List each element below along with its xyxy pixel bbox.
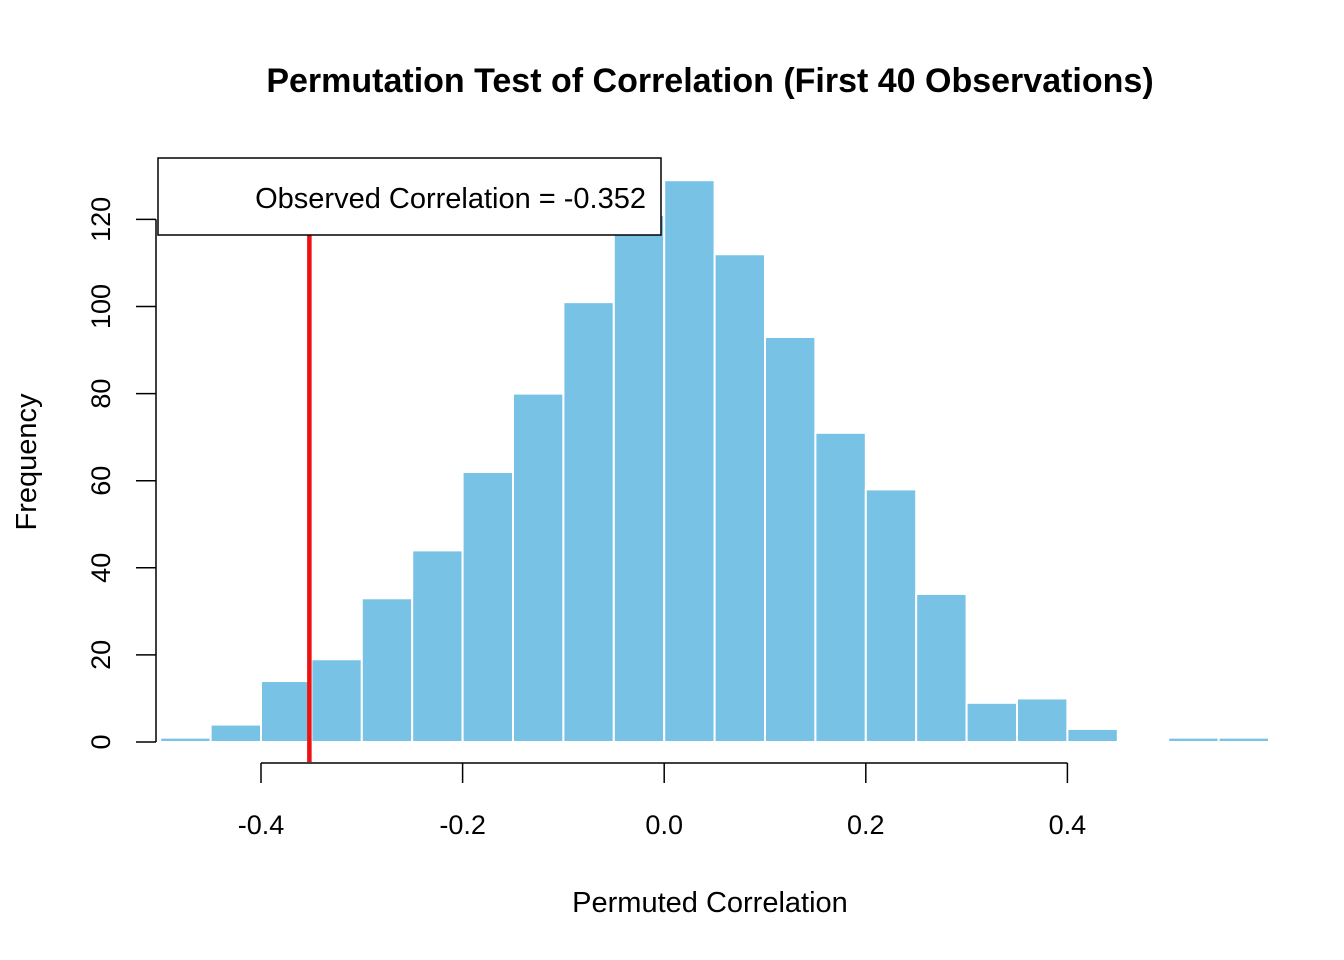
histogram-bar-3 [310,658,363,744]
x-tick-label-3: 0.2 [847,810,885,840]
histogram-bar-1 [209,723,263,744]
histogram-bar-21 [1217,736,1270,744]
histogram-bar-13 [814,431,867,743]
histogram-bar-0 [159,736,212,744]
histogram-bar-16 [965,701,1018,743]
x-axis-label: Permuted Correlation [572,887,848,919]
x-tick-label-0: -0.4 [238,810,285,840]
histogram-bar-15 [915,592,968,743]
histogram-bar-6 [461,470,515,743]
legend-box [157,157,662,236]
y-axis-label: Frequency [11,393,43,531]
y-tick-label-2: 40 [86,553,116,583]
y-tick-label-6: 120 [86,197,116,242]
x-tick-label-4: 0.4 [1049,810,1087,840]
histogram-bar-11 [713,253,766,744]
chart-title: Permutation Test of Correlation (First 4… [266,62,1153,100]
histogram-bar-17 [1016,697,1069,744]
histogram-bar-18 [1066,727,1119,743]
x-axis: -0.4 -0.2 0.0 0.2 0.4 [238,762,1087,840]
histogram-bar-9 [612,214,666,744]
histogram-bar-10 [663,179,716,743]
y-tick-label-3: 60 [86,466,116,496]
x-tick-label-2: 0.0 [645,810,683,840]
histogram-bar-7 [512,392,565,743]
y-tick-label-1: 20 [86,640,116,670]
histogram-bar-12 [764,335,817,743]
y-tick-label-5: 100 [86,284,116,329]
y-axis: 0 20 40 60 80 100 120 [86,197,157,750]
legend-text: Observed Correlation = -0.352 [255,183,646,215]
histogram-bar-4 [360,597,414,743]
legend: Observed Correlation = -0.352 [157,157,662,236]
histogram-bar-5 [411,549,464,743]
histogram-bar-14 [864,488,918,743]
histogram-bars [159,179,1270,744]
histogram-bar-8 [562,301,615,743]
histogram-bar-2 [260,680,313,744]
x-tick-label-1: -0.2 [439,810,486,840]
y-tick-label-0: 0 [86,734,116,749]
y-tick-label-4: 80 [86,379,116,409]
histogram-bar-20 [1167,736,1220,744]
